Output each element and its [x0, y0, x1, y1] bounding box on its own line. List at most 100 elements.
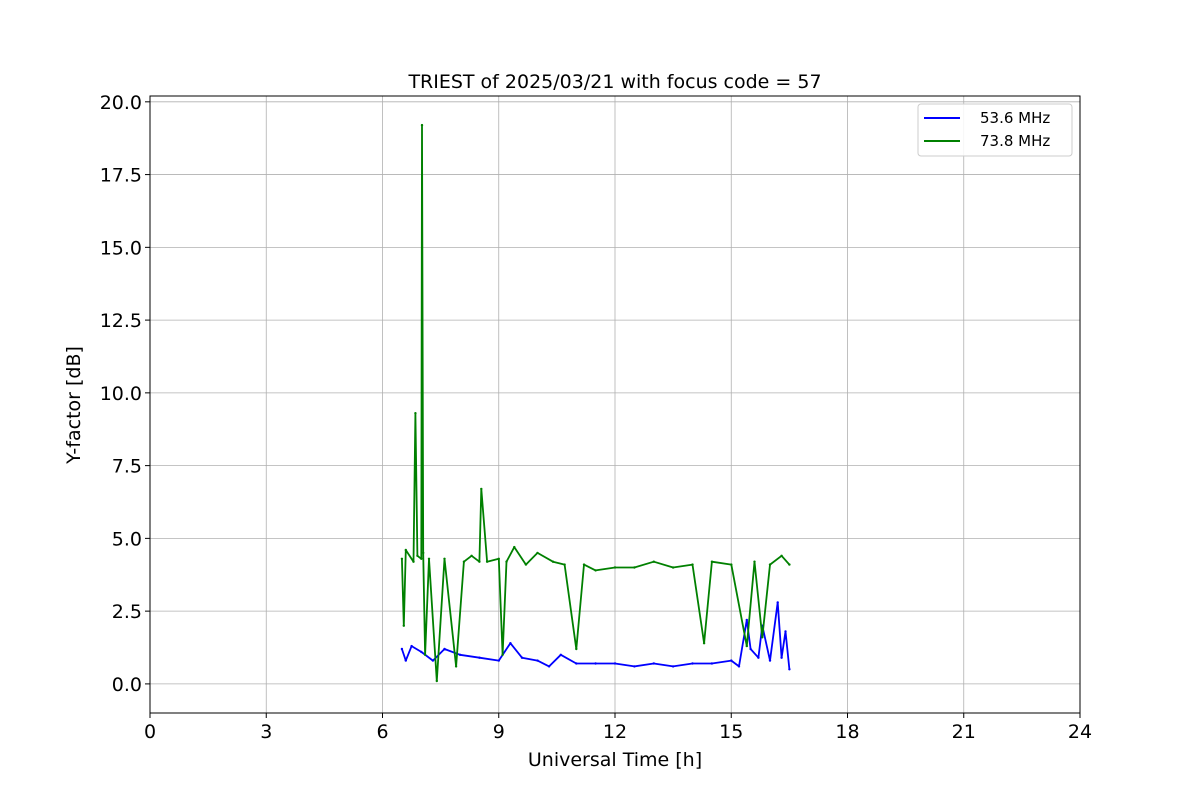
x-tick-label: 21	[952, 721, 976, 743]
plot-series	[400, 123, 791, 683]
data-point-53-6-mhz	[768, 659, 772, 662]
data-point-73-8-mhz	[761, 636, 764, 639]
data-point-53-6-mhz	[652, 662, 655, 665]
data-point-53-6-mhz	[745, 618, 748, 622]
data-point-53-6-mhz	[559, 653, 562, 656]
data-point-73-8-mhz	[505, 560, 508, 563]
x-tick-label: 15	[719, 721, 743, 743]
data-point-73-8-mhz	[551, 560, 555, 563]
data-point-53-6-mhz	[575, 662, 578, 665]
data-point-73-8-mhz	[416, 554, 419, 557]
data-point-73-8-mhz	[613, 566, 617, 569]
x-tick-label: 9	[493, 721, 505, 743]
chart-title: TRIEST of 2025/03/21 with focus code = 5…	[407, 71, 821, 93]
data-point-53-6-mhz	[710, 662, 714, 665]
data-point-73-8-mhz	[462, 560, 466, 563]
x-axis-title: Universal Time [h]	[528, 749, 702, 771]
data-point-53-6-mhz	[613, 662, 617, 665]
data-point-73-8-mhz	[788, 563, 791, 566]
data-point-73-8-mhz	[710, 560, 714, 563]
data-point-73-8-mhz	[412, 560, 415, 563]
x-tick-label: 3	[260, 721, 272, 743]
x-tick-label: 0	[144, 721, 156, 743]
data-point-73-8-mhz	[402, 624, 405, 627]
series-line-73-8-mhz	[401, 124, 791, 682]
data-point-73-8-mhz	[513, 545, 516, 549]
data-point-53-6-mhz	[671, 665, 675, 668]
data-point-53-6-mhz	[400, 647, 404, 651]
data-point-53-6-mhz	[730, 659, 733, 662]
data-point-73-8-mhz	[427, 557, 431, 560]
y-tick-label: 10.0	[100, 383, 142, 405]
data-point-53-6-mhz	[737, 665, 741, 668]
data-point-73-8-mhz	[497, 557, 500, 560]
data-point-73-8-mhz	[420, 557, 423, 560]
data-point-53-6-mhz	[509, 642, 512, 645]
data-point-53-6-mhz	[757, 656, 760, 659]
data-point-73-8-mhz	[420, 123, 424, 127]
legend-label-73-8-mhz: 73.8 MHz	[980, 132, 1050, 150]
x-tick-label: 18	[835, 721, 859, 743]
data-point-53-6-mhz	[520, 656, 524, 659]
data-point-53-6-mhz	[776, 601, 779, 604]
data-point-73-8-mhz	[563, 563, 566, 566]
data-point-73-8-mhz	[501, 653, 504, 656]
data-point-53-6-mhz	[458, 653, 462, 656]
data-point-73-8-mhz	[404, 548, 407, 552]
data-point-73-8-mhz	[594, 569, 597, 572]
data-point-53-6-mhz	[633, 665, 636, 668]
data-point-73-8-mhz	[478, 560, 481, 563]
y-tick-label: 15.0	[100, 237, 142, 259]
data-point-53-6-mhz	[404, 659, 407, 662]
data-point-53-6-mhz	[443, 647, 446, 651]
data-point-53-6-mhz	[431, 659, 435, 662]
x-tick-label: 6	[376, 721, 388, 743]
data-point-73-8-mhz	[423, 653, 427, 656]
data-point-73-8-mhz	[414, 412, 417, 415]
y-axis-title: Y-factor [dB]	[63, 346, 85, 465]
y-tick-label: 2.5	[112, 601, 142, 623]
data-point-73-8-mhz	[435, 679, 438, 683]
data-point-53-6-mhz	[780, 656, 783, 659]
y-tick-label: 17.5	[100, 165, 142, 187]
data-point-73-8-mhz	[745, 644, 748, 648]
data-point-53-6-mhz	[497, 659, 500, 662]
data-point-73-8-mhz	[485, 560, 489, 563]
data-point-53-6-mhz	[478, 656, 481, 659]
data-point-53-6-mhz	[536, 659, 539, 662]
data-point-73-8-mhz	[753, 560, 756, 563]
data-point-53-6-mhz	[691, 662, 694, 665]
data-point-53-6-mhz	[594, 662, 597, 665]
data-point-73-8-mhz	[633, 566, 636, 569]
y-tick-label: 0.0	[112, 674, 142, 696]
data-point-73-8-mhz	[443, 557, 446, 560]
y-tick-label: 7.5	[112, 456, 142, 478]
data-point-73-8-mhz	[575, 647, 578, 651]
data-point-73-8-mhz	[422, 551, 425, 555]
data-point-73-8-mhz	[730, 563, 733, 566]
data-point-73-8-mhz	[480, 487, 483, 491]
data-point-73-8-mhz	[702, 642, 706, 645]
data-point-53-6-mhz	[788, 668, 791, 671]
x-tick-label: 24	[1068, 721, 1092, 743]
y-tick-label: 20.0	[100, 92, 142, 114]
data-point-73-8-mhz	[400, 557, 404, 560]
y-tick-label: 12.5	[100, 310, 142, 332]
data-point-53-6-mhz	[784, 630, 787, 633]
data-point-73-8-mhz	[780, 554, 783, 557]
data-point-73-8-mhz	[582, 563, 586, 566]
data-point-73-8-mhz	[524, 563, 528, 566]
data-point-73-8-mhz	[470, 554, 473, 557]
data-point-73-8-mhz	[536, 551, 539, 555]
data-point-53-6-mhz	[749, 647, 752, 651]
data-point-53-6-mhz	[547, 665, 551, 668]
data-point-53-6-mhz	[420, 650, 423, 654]
y-tick-label: 5.0	[112, 528, 142, 550]
data-point-73-8-mhz	[652, 560, 655, 563]
x-tick-label: 12	[603, 721, 627, 743]
legend: 53.6 MHz 73.8 MHz	[917, 103, 1073, 157]
data-point-73-8-mhz	[454, 665, 458, 668]
data-point-73-8-mhz	[671, 566, 675, 569]
axis-ticks: 0 3 6 9 12 15 18 21 24 0.0 2.5 5.0 7.5 10.0 12.5 15.0 17…	[100, 92, 1092, 743]
